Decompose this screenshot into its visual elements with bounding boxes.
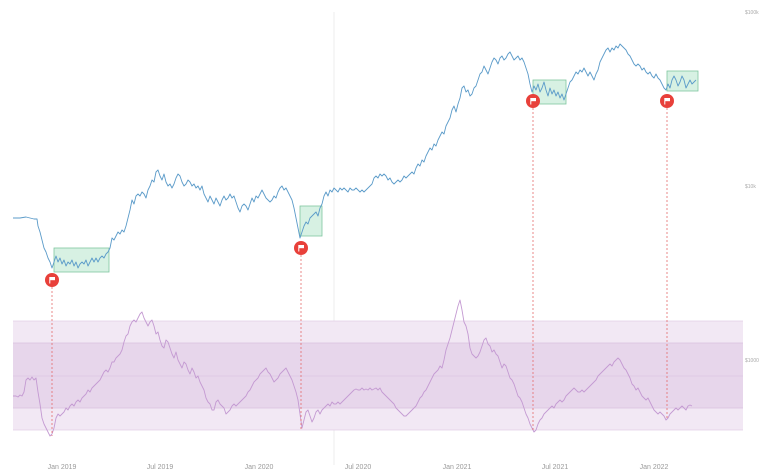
x-label-jul-2020: Jul 2020	[345, 464, 372, 471]
flag-marker-3[interactable]	[526, 94, 540, 108]
rsi-inner-band	[13, 343, 743, 408]
flag-icon	[298, 245, 304, 252]
x-label-jan-2020: Jan 2020	[245, 464, 274, 471]
highlight-box-2[interactable]	[299, 205, 323, 237]
y-label-100k: $100k	[745, 10, 759, 16]
x-label-jul-2021: Jul 2021	[542, 464, 569, 471]
flag-icon	[664, 98, 670, 105]
price-line	[13, 43, 697, 269]
rsi-panel	[13, 320, 743, 431]
flag-marker-1[interactable]	[45, 273, 59, 287]
signal-lines	[51, 108, 668, 436]
highlight-boxes	[53, 70, 699, 273]
rsi-line	[13, 299, 693, 437]
highlight-box-4[interactable]	[666, 70, 699, 92]
flag-marker-2[interactable]	[294, 241, 308, 255]
x-label-jan-2019: Jan 2019	[48, 464, 77, 471]
y-axis: $100k $10k $1000	[745, 10, 759, 364]
flag-icon	[49, 277, 55, 284]
x-label-jan-2022: Jan 2022	[640, 464, 669, 471]
highlight-box-1[interactable]	[53, 247, 110, 273]
flag-marker-4[interactable]	[660, 94, 674, 108]
x-axis: Jan 2019 Jul 2019 Jan 2020 Jul 2020 Jan …	[48, 464, 669, 471]
y-label-1000: $1000	[745, 358, 759, 364]
x-label-jul-2019: Jul 2019	[147, 464, 174, 471]
y-label-10k: $10k	[745, 184, 756, 190]
flag-icon	[530, 98, 536, 105]
x-label-jan-2021: Jan 2021	[443, 464, 472, 471]
